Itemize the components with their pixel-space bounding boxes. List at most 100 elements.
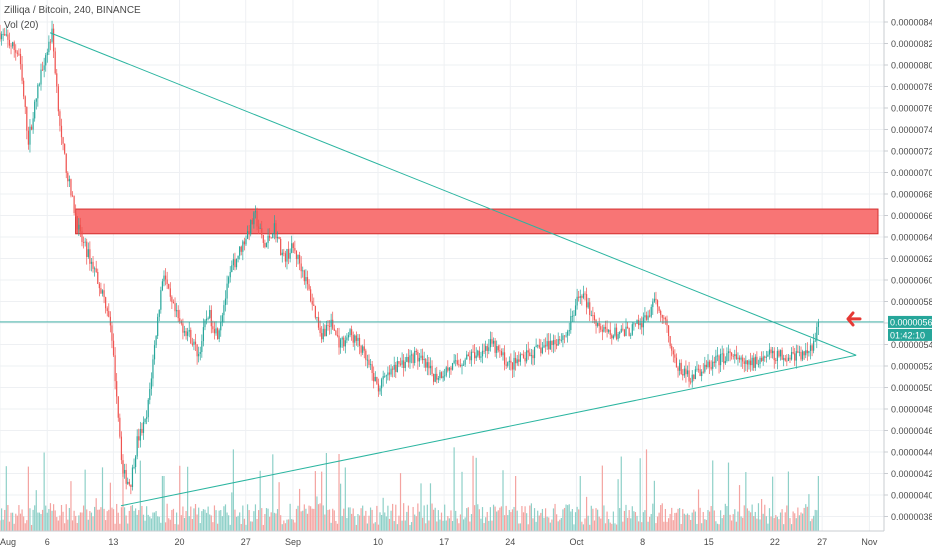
candle-body [737,357,739,359]
candle-body [650,307,652,317]
candle-body [808,350,810,354]
volume-bar [633,511,635,531]
last-price-box [888,315,932,328]
candle-body [677,367,679,371]
candle-body [21,64,23,81]
volume-bar [567,505,569,531]
candle-body [579,296,581,298]
candle-body [259,228,261,229]
volume-bar [332,508,334,531]
volume-bar [135,508,137,531]
volume-bar [488,520,490,531]
candle-body [333,328,335,331]
candle-body [12,42,14,47]
descending-trendline[interactable] [49,32,857,356]
candle-body [797,351,799,353]
candle-body [10,45,12,47]
candle-body [445,367,447,376]
candle-body [149,389,151,400]
candle-body [533,346,536,359]
candle-body [180,321,182,324]
candle-body [316,317,318,318]
volume-bar [699,507,701,531]
volume-bar [41,509,44,531]
volume-bar [708,511,711,531]
candle-body [90,261,93,264]
candle-body [464,359,466,365]
volume-bar [401,520,403,531]
volume-bar [73,510,75,531]
volume-bar [98,509,100,531]
candle-body [426,362,428,368]
candle-body [196,344,198,357]
candle-body [552,340,555,346]
volume-bar [428,520,430,531]
volume-bar [721,518,723,531]
volume-bar [4,509,6,531]
volume-bar [89,511,91,531]
candle-body [540,347,542,354]
volume-bar [797,507,799,531]
volume-bar [772,476,774,531]
volume-bar [705,519,708,531]
volume-bar [630,518,632,531]
candle-body [679,362,681,371]
candle-body [524,357,526,362]
candle-body [19,54,22,65]
candle-body [221,315,223,322]
candle-body [535,345,537,347]
volume-bar [560,518,562,531]
volume-bar [363,515,365,531]
volume-bar [2,519,4,531]
candle-body [794,353,796,361]
volume-bar [62,511,64,531]
ascending-trendline[interactable] [120,354,857,507]
candle-body [218,330,220,340]
candle-body [328,325,331,327]
volume-bar [548,517,550,531]
candle-body [217,328,219,340]
candle-body [287,249,290,259]
volume-bar [537,510,539,531]
candle-body [347,335,350,338]
candle-body [201,341,203,353]
candle-body [48,41,50,53]
volume-bar [485,517,487,531]
volume-bar [735,521,737,531]
red-arrow-annotation [846,311,862,327]
volume-bar [582,524,585,531]
candle-body [43,65,45,70]
volume-bar [559,519,561,531]
candle-body [428,362,430,369]
volume-bar [187,466,189,531]
volume-bar [234,509,236,531]
candle-body [355,335,357,341]
candle-body [338,335,340,348]
candle-body [45,55,47,66]
candle-body [243,241,246,245]
volume-bar [472,455,474,531]
candle-body [718,355,720,366]
volume-bar [601,465,603,531]
volume-bar [117,512,119,531]
volume-bar [157,516,159,531]
candle-body [109,316,111,326]
candle-body [92,261,94,269]
candle-body [585,294,588,308]
volume-bar [511,509,514,531]
candle-body [720,353,722,366]
candle-body [365,350,367,360]
candle-body [135,456,137,468]
candle-body [472,351,474,353]
candle-body [773,350,775,361]
trend-layer [49,32,857,507]
volume-bar [809,521,812,531]
candle-body [305,277,307,282]
candle-body [518,359,520,362]
